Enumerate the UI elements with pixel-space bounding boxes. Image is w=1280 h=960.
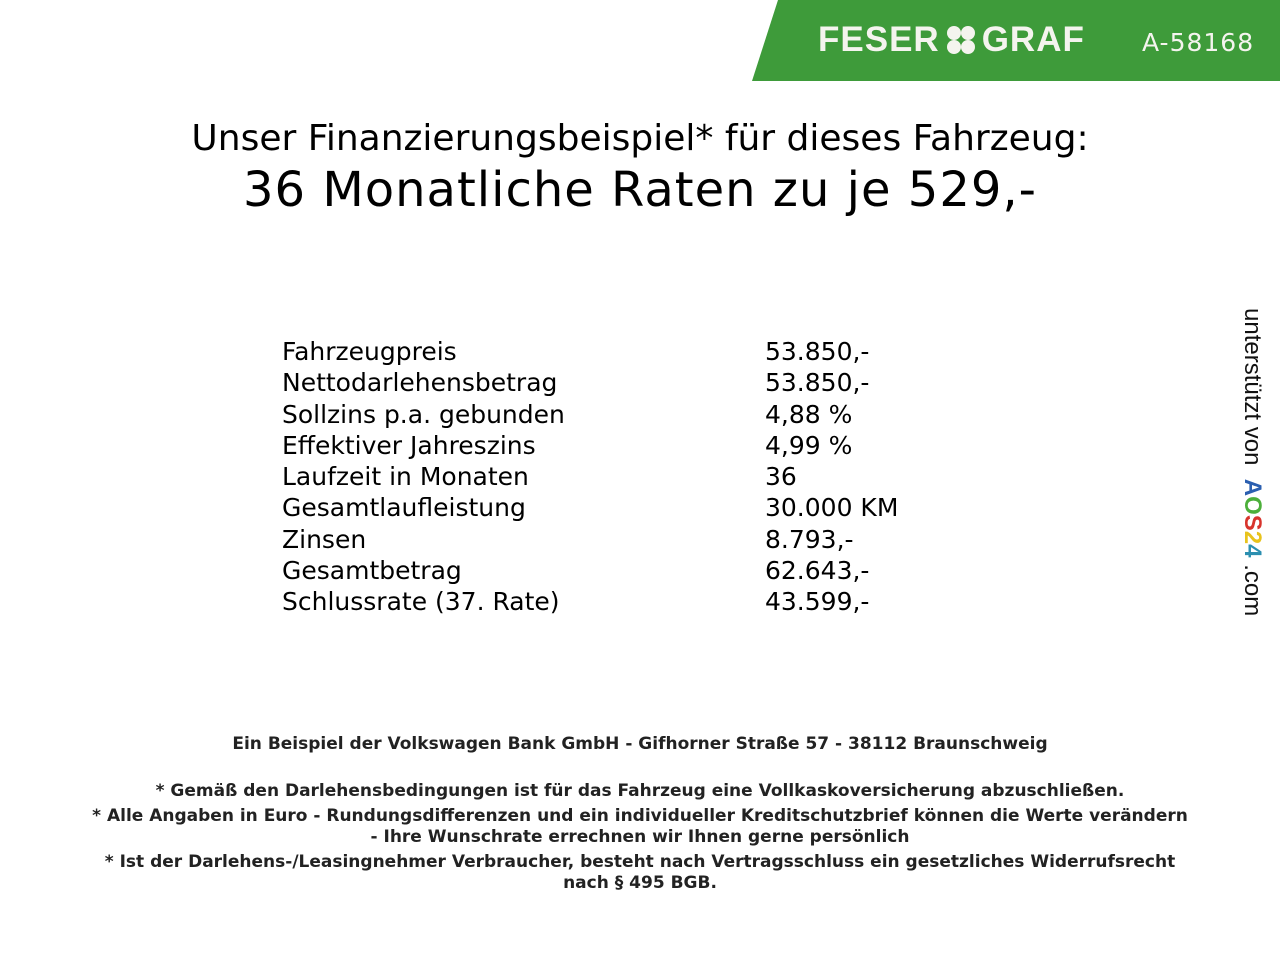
row-label: Sollzins p.a. gebunden <box>282 399 565 429</box>
table-row: Gesamtlaufleistung 30.000 KM <box>282 493 982 524</box>
row-value: 36 <box>765 462 797 491</box>
row-label: Gesamtbetrag <box>282 555 462 585</box>
brand-logo: FESER GRAF <box>818 20 1085 60</box>
row-label: Nettodarlehensbetrag <box>282 368 558 398</box>
row-label: Gesamtlaufleistung <box>282 493 526 523</box>
row-value: 53.850,- <box>765 368 870 398</box>
logo-suffix: .com <box>1239 564 1266 617</box>
footer-note2a: * Alle Angaben in Euro - Rundungsdiffere… <box>92 806 1188 826</box>
supported-by-label: unterstützt von <box>1239 308 1266 466</box>
title-line1: Unser Finanzierungsbeispiel* für dieses … <box>191 118 1089 159</box>
title-line2: 36 Monatliche Raten zu je 529,- <box>243 162 1037 218</box>
supported-by: unterstützt von AOS24 .com <box>1238 308 1266 616</box>
row-label: Fahrzeugpreis <box>282 337 457 366</box>
table-row: Sollzins p.a. gebunden 4,88 % <box>282 400 982 431</box>
table-row: Fahrzeugpreis 53.850,- <box>282 337 982 368</box>
financing-table: Fahrzeugpreis 53.850,- Nettodarlehensbetra… <box>282 337 982 618</box>
footer-note3b: nach § 495 BGB. <box>563 873 717 893</box>
aos24-logo: AOS24 <box>1239 478 1266 558</box>
row-value: 43.599,- <box>765 587 870 616</box>
row-label: Laufzeit in Monaten <box>282 462 529 491</box>
reference-number: A-58168 <box>1142 28 1255 57</box>
footer-note3a: * Ist der Darlehens-/Leasingnehmer Verbr… <box>104 852 1176 872</box>
footer-bank: Ein Beispiel der Volkswagen Bank GmbH - … <box>232 734 1048 754</box>
table-row: Gesamtbetrag 62.643,- <box>282 556 982 587</box>
row-value: 4,88 % <box>765 399 853 429</box>
brand-right: GRAF <box>981 20 1085 59</box>
row-label: Schlussrate (37. Rate) <box>282 587 560 616</box>
footer-note2b: - Ihre Wunschrate errechnen wir Ihnen ge… <box>370 827 910 847</box>
footer-note1: * Gemäß den Darlehensbedingungen ist für… <box>155 781 1125 801</box>
table-row: Schlussrate (37. Rate) 43.599,- <box>282 587 982 618</box>
row-value: 4,99 % <box>765 430 853 460</box>
table-row: Laufzeit in Monaten 36 <box>282 462 982 493</box>
table-row: Nettodarlehensbetrag 53.850,- <box>282 368 982 399</box>
row-label: Zinsen <box>282 524 367 554</box>
row-value: 30.000 KM <box>765 493 899 523</box>
row-label: Effektiver Jahreszins <box>282 430 536 460</box>
row-value: 53.850,- <box>765 337 870 366</box>
row-value: 8.793,- <box>765 524 854 554</box>
row-value: 62.643,- <box>765 555 870 585</box>
table-row: Zinsen 8.793,- <box>282 525 982 556</box>
brand-left: FESER <box>818 20 940 59</box>
header-banner <box>752 0 1280 81</box>
clover-icon <box>946 25 976 55</box>
table-row: Effektiver Jahreszins 4,99 % <box>282 431 982 462</box>
